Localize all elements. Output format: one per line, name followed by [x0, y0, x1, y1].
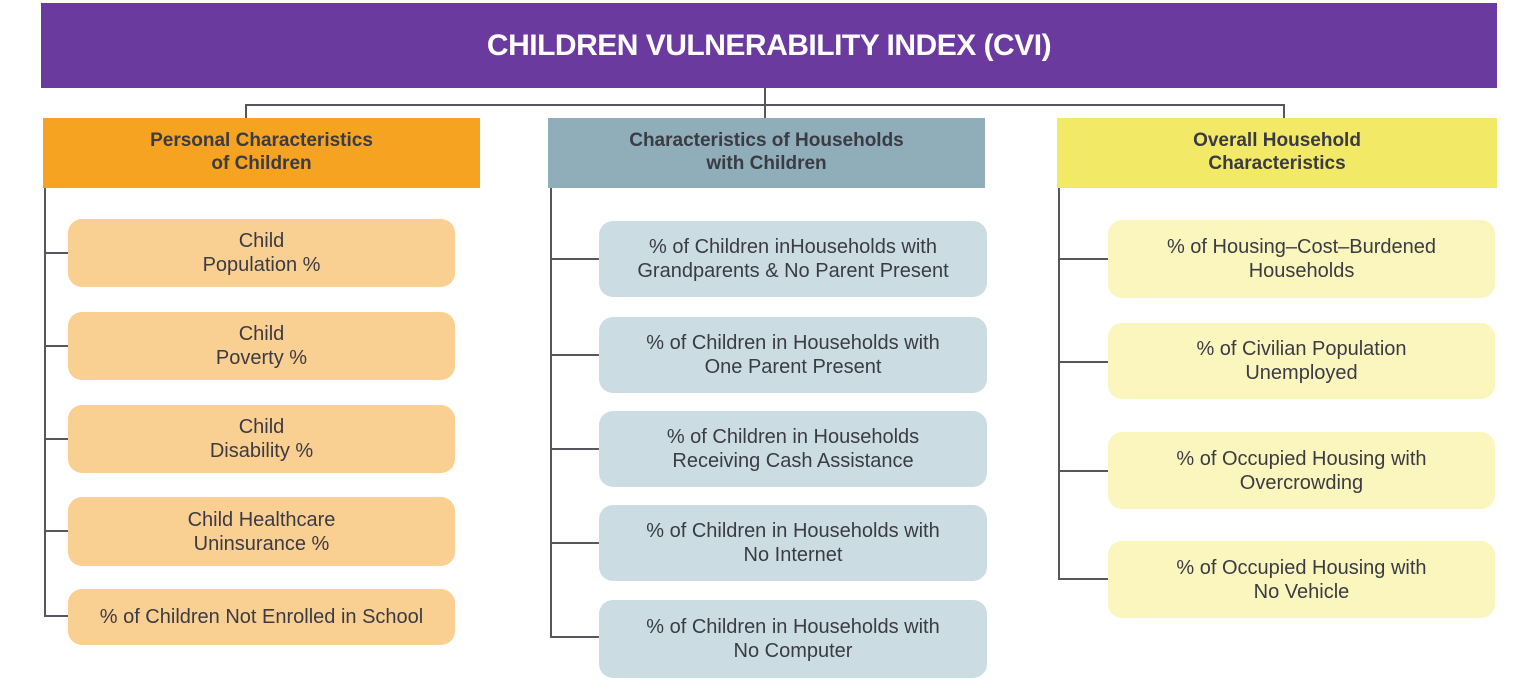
column3-item-no-vehicle: % of Occupied Housing with No Vehicle — [1108, 541, 1495, 618]
column3-item-overcrowding: % of Occupied Housing with Overcrowding — [1108, 432, 1495, 509]
column1-spine — [44, 188, 46, 617]
column2-stub-2 — [550, 354, 599, 356]
column2-item-grandparents: % of Children inHouseholds with Grandpar… — [599, 221, 987, 297]
column2-stub-5 — [550, 636, 599, 638]
column2-item-no-computer: % of Children in Households with No Comp… — [599, 600, 987, 678]
column2-spine — [550, 188, 552, 638]
column1-stub-4 — [44, 530, 68, 532]
connector-right-elbow — [1283, 104, 1285, 120]
connector-top-horizontal — [245, 104, 1285, 106]
connector-left-elbow — [245, 104, 247, 120]
diagram-title: CHILDREN VULNERABILITY INDEX (CVI) — [486, 28, 1052, 62]
column3-header: Overall Household Characteristics — [1057, 118, 1497, 188]
column1-stub-1 — [44, 252, 68, 254]
column3-stub-2 — [1058, 361, 1108, 363]
column1-stub-2 — [44, 345, 68, 347]
column1-item-child-healthcare: Child Healthcare Uninsurance % — [68, 497, 455, 566]
cvi-title-banner: CHILDREN VULNERABILITY INDEX (CVI) — [41, 3, 1497, 88]
column2-stub-1 — [550, 258, 599, 260]
column2-item-cash-assistance: % of Children in Households Receiving Ca… — [599, 411, 987, 487]
column2-item-no-internet: % of Children in Households with No Inte… — [599, 505, 987, 581]
column3-item-housing-cost-burdened: % of Housing–Cost–Burdened Households — [1108, 220, 1495, 298]
column3-stub-3 — [1058, 470, 1108, 472]
column2-stub-4 — [550, 542, 599, 544]
column1-item-child-population: Child Population % — [68, 219, 455, 287]
column3-stub-4 — [1058, 578, 1108, 580]
column3-spine — [1058, 188, 1060, 580]
column1-item-not-enrolled: % of Children Not Enrolled in School — [68, 589, 455, 645]
column1-header: Personal Characteristics of Children — [43, 118, 480, 188]
column1-stub-3 — [44, 438, 68, 440]
column3-item-unemployed: % of Civilian Population Unemployed — [1108, 323, 1495, 399]
column1-item-child-poverty: Child Poverty % — [68, 312, 455, 380]
column1-item-child-disability: Child Disability % — [68, 405, 455, 473]
column2-item-one-parent: % of Children in Households with One Par… — [599, 317, 987, 393]
column1-stub-5 — [44, 615, 68, 617]
column2-stub-3 — [550, 448, 599, 450]
column3-stub-1 — [1058, 258, 1108, 260]
column2-header: Characteristics of Households with Child… — [548, 118, 985, 188]
